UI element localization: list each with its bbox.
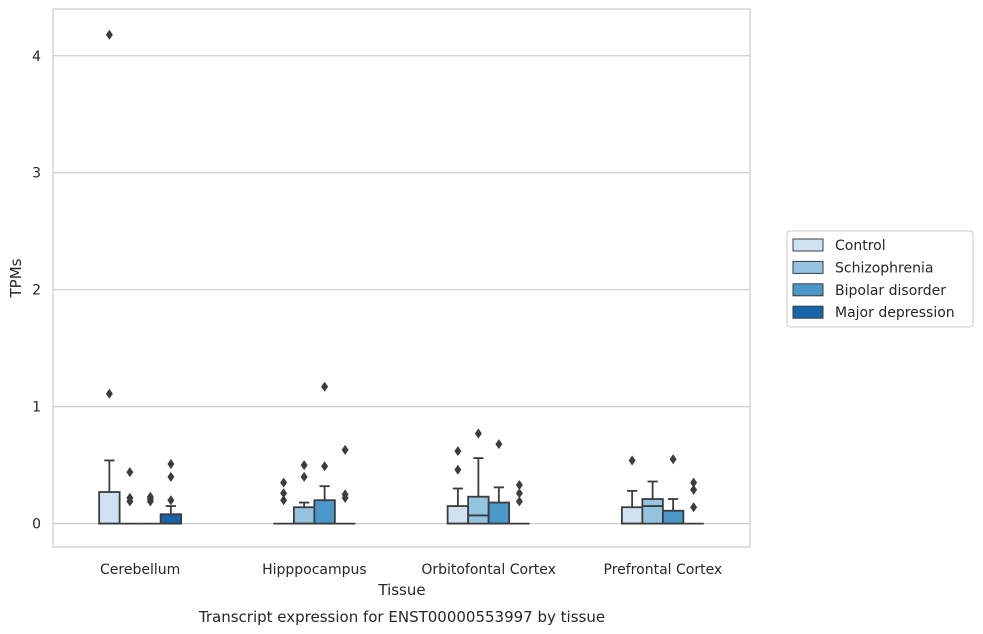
y-tick-label: 0	[32, 517, 41, 533]
box-body	[313, 499, 336, 525]
legend-label: Schizophrenia	[835, 260, 933, 276]
box-body	[467, 495, 490, 525]
plot-frame	[52, 8, 751, 548]
outlier-point	[341, 489, 349, 500]
outlier-point	[126, 467, 134, 478]
outlier-point	[341, 444, 349, 455]
box-body	[292, 506, 316, 525]
outlier-point	[321, 461, 329, 472]
outlier-point	[300, 471, 308, 482]
x-tick-label: Prefrontal Cortex	[604, 562, 723, 578]
outlier-point	[515, 496, 523, 507]
box	[119, 467, 141, 525]
box-body	[98, 491, 121, 525]
x-axis-label: Tissue	[377, 581, 425, 599]
box-body	[446, 505, 470, 525]
y-tick-label: 3	[32, 166, 41, 182]
legend-item: Control	[792, 238, 886, 254]
y-tick-label: 1	[32, 400, 41, 416]
x-axis-ticks: Cerebellum Hipppocampus Orbitofontal Corte…	[100, 562, 722, 578]
box	[159, 458, 183, 525]
outlier-point	[146, 491, 154, 502]
chart-caption: Transcript expression for ENST0000055399…	[198, 608, 605, 626]
outlier-point	[515, 488, 523, 499]
outlier-point	[495, 439, 503, 450]
box	[313, 381, 336, 525]
box	[661, 454, 685, 525]
outlier-point	[515, 480, 523, 491]
outlier-point	[126, 492, 134, 503]
legend-item: Schizophrenia	[792, 260, 933, 276]
legend-item: Major depression	[792, 305, 955, 321]
box-body	[159, 513, 183, 525]
y-tick-label: 2	[32, 283, 41, 299]
y-tick-label: 4	[32, 49, 41, 65]
outlier-point	[167, 495, 175, 506]
box-series	[98, 29, 704, 525]
x-tick-label: Cerebellum	[100, 562, 180, 578]
outlier-point	[690, 502, 698, 513]
box	[683, 477, 704, 525]
plot-background	[53, 9, 750, 547]
box	[487, 439, 511, 525]
x-tick-label: Orbitofontal Cortex	[421, 562, 556, 578]
outlier-point	[280, 488, 288, 499]
box	[641, 480, 664, 525]
box-body	[487, 501, 511, 525]
box-body	[641, 498, 664, 525]
box-body	[620, 506, 644, 525]
y-axis-ticks: 0 1 2 3 4	[32, 49, 41, 533]
box	[140, 491, 161, 525]
outlier-point	[105, 388, 113, 399]
outlier-point	[454, 464, 462, 475]
outlier-point	[669, 454, 677, 465]
legend-frame	[786, 230, 974, 328]
outlier-point	[105, 29, 113, 40]
legend-item: Bipolar disorder	[792, 283, 946, 299]
outlier-point	[167, 458, 175, 469]
box	[467, 428, 490, 525]
outlier-point	[280, 495, 288, 506]
box	[273, 477, 294, 525]
outlier-point	[628, 455, 636, 466]
legend-swatch	[792, 305, 824, 319]
box	[509, 480, 530, 525]
x-tick-label: Hipppocampus	[262, 562, 367, 578]
outlier-point	[474, 428, 482, 439]
outlier-point	[280, 477, 288, 488]
box	[98, 29, 121, 525]
legend-swatch	[792, 238, 824, 252]
legend-swatch	[792, 283, 824, 297]
legend-label: Control	[835, 238, 886, 254]
box-body	[661, 509, 685, 525]
outlier-point	[690, 477, 698, 488]
y-axis-label: TPMs	[7, 258, 25, 298]
outlier-point	[690, 484, 698, 495]
box	[620, 455, 644, 525]
box	[334, 444, 356, 525]
legend-swatch	[792, 260, 824, 274]
legend-label: Major depression	[835, 305, 955, 321]
outlier-point	[454, 446, 462, 457]
outlier-point	[167, 471, 175, 482]
outlier-point	[321, 381, 329, 392]
legend: Control Schizophrenia Bipolar disorder Majo…	[786, 230, 974, 328]
legend-label: Bipolar disorder	[835, 283, 946, 299]
outlier-point	[300, 460, 308, 471]
